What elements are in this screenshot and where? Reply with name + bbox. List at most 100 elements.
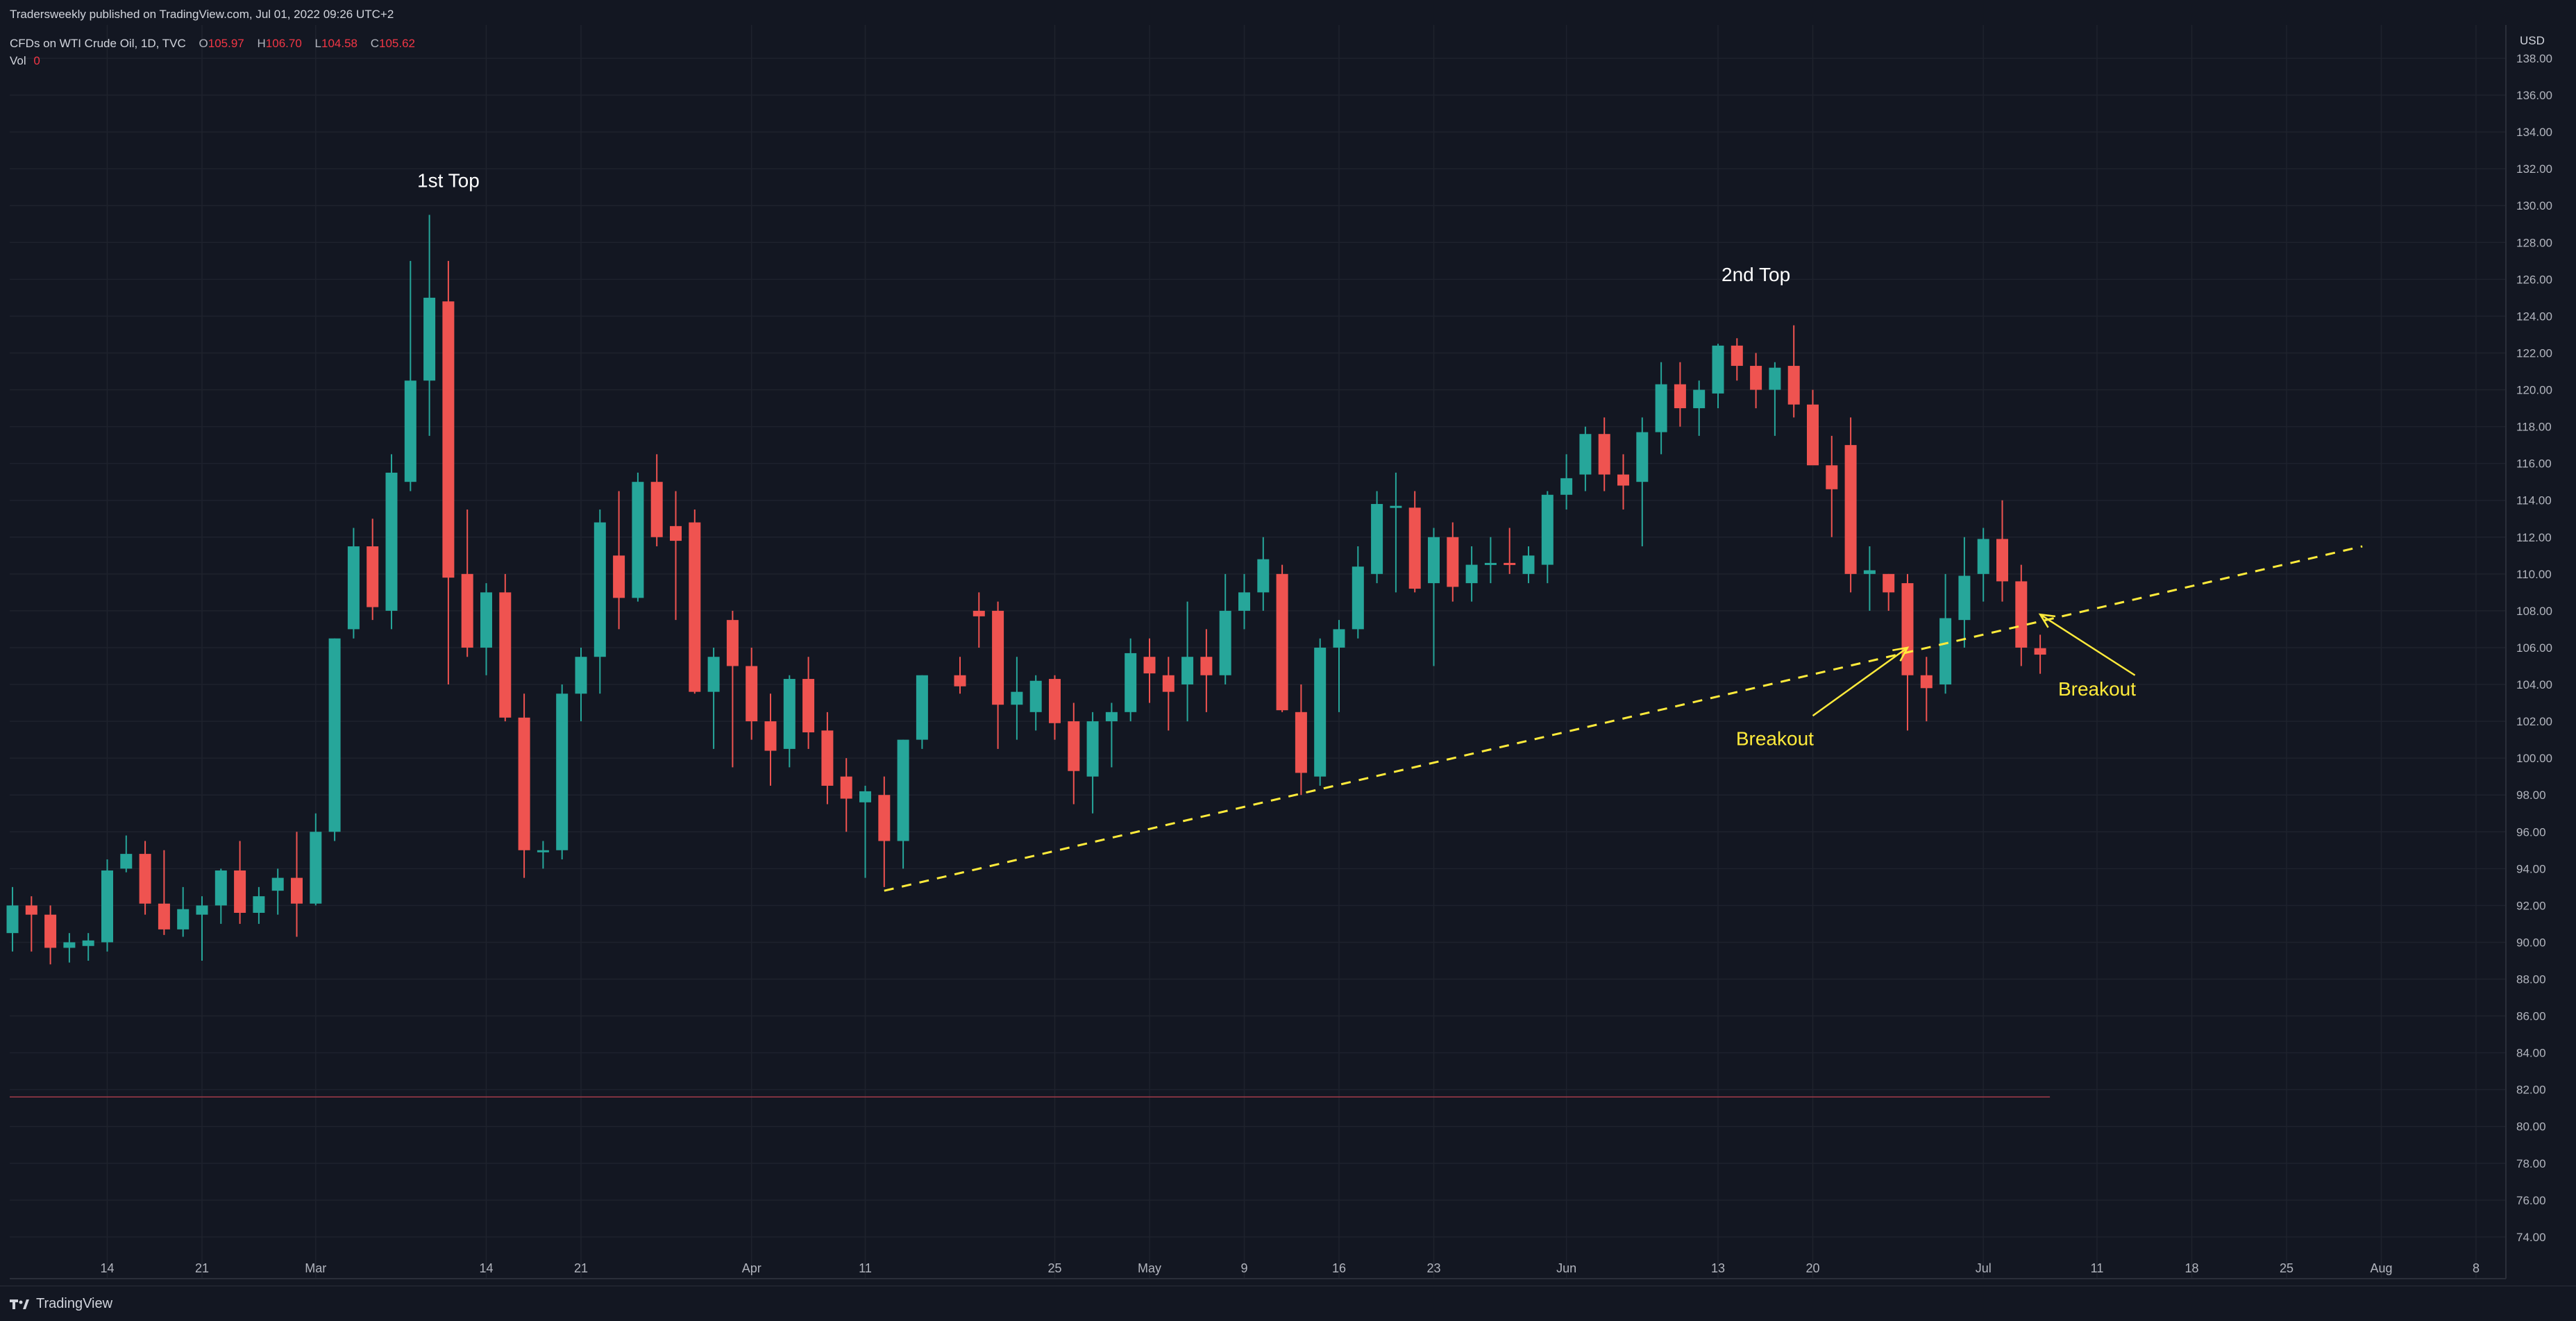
candle-down[interactable] bbox=[1807, 389, 1819, 466]
candle-up[interactable] bbox=[82, 933, 94, 961]
candle-down[interactable] bbox=[1504, 528, 1516, 574]
candle-up[interactable] bbox=[632, 472, 644, 602]
breakout-label[interactable]: Breakout bbox=[1736, 728, 1814, 750]
candle-up[interactable] bbox=[1560, 454, 1573, 510]
candle-up[interactable] bbox=[707, 647, 720, 749]
candle-down[interactable] bbox=[291, 832, 303, 937]
candle-up[interactable] bbox=[1257, 537, 1270, 611]
candle-down[interactable] bbox=[442, 260, 455, 685]
candle-up[interactable] bbox=[1029, 675, 1042, 731]
candle-up[interactable] bbox=[1333, 620, 1345, 712]
candle-up[interactable] bbox=[1939, 573, 1952, 694]
top-label[interactable]: 1st Top bbox=[417, 170, 480, 192]
price-axis[interactable]: 74.00 76.00 78.00 80.00 82.00 84.00 86.00 88.00… bbox=[2516, 52, 2552, 1244]
candle-up[interactable] bbox=[196, 896, 208, 961]
candle-down[interactable] bbox=[1408, 491, 1421, 593]
candle-down[interactable] bbox=[367, 519, 379, 621]
candle-down[interactable] bbox=[1295, 684, 1307, 796]
candle-down[interactable] bbox=[840, 758, 852, 832]
candle-up[interactable] bbox=[1314, 638, 1327, 786]
candle-up[interactable] bbox=[1011, 657, 1023, 740]
candle-down[interactable] bbox=[764, 693, 777, 786]
candle-down[interactable] bbox=[139, 841, 151, 915]
candle-up[interactable] bbox=[177, 886, 190, 937]
breakout-label[interactable]: Breakout bbox=[2058, 678, 2136, 700]
candle-up[interactable] bbox=[120, 835, 133, 873]
candle-down[interactable] bbox=[670, 491, 682, 621]
candle-up[interactable] bbox=[1105, 702, 1118, 768]
candle-down[interactable] bbox=[650, 454, 663, 547]
candle-down[interactable] bbox=[1049, 675, 1061, 740]
candle-up[interactable] bbox=[537, 841, 549, 869]
candle-down[interactable] bbox=[1162, 657, 1175, 731]
candle-down[interactable] bbox=[1750, 353, 1762, 409]
candle-up[interactable] bbox=[1958, 537, 1971, 648]
candle-up[interactable] bbox=[1579, 426, 1592, 491]
candle-down[interactable] bbox=[821, 712, 834, 805]
candle-down[interactable] bbox=[1617, 454, 1629, 510]
candle-down[interactable] bbox=[461, 509, 473, 657]
candle-down[interactable] bbox=[802, 657, 815, 749]
candle-down[interactable] bbox=[1674, 362, 1686, 427]
candle-down[interactable] bbox=[499, 573, 512, 722]
candle-up[interactable] bbox=[916, 675, 928, 749]
candle-up[interactable] bbox=[1428, 528, 1440, 666]
candle-up[interactable] bbox=[328, 638, 341, 841]
candle-down[interactable] bbox=[1731, 338, 1743, 381]
candle-up[interactable] bbox=[1863, 546, 1876, 611]
candle-down[interactable] bbox=[1447, 522, 1459, 602]
candle-up[interactable] bbox=[1636, 417, 1649, 547]
candle-down[interactable] bbox=[1598, 417, 1610, 491]
candle-down[interactable] bbox=[973, 592, 985, 648]
annotation-arrow[interactable] bbox=[1812, 646, 1910, 717]
candle-down[interactable] bbox=[689, 509, 701, 694]
candle-down[interactable] bbox=[1068, 702, 1080, 805]
candlestick-chart[interactable]: 74.00 76.00 78.00 80.00 82.00 84.00 86.00 88.00… bbox=[0, 0, 2576, 1286]
candle-up[interactable] bbox=[1390, 472, 1402, 593]
candle-down[interactable] bbox=[878, 776, 891, 887]
candle-up[interactable] bbox=[6, 886, 19, 952]
candle-up[interactable] bbox=[385, 454, 398, 630]
candle-up[interactable] bbox=[1655, 362, 1667, 455]
candle-up[interactable] bbox=[1238, 573, 1250, 630]
candle-up[interactable] bbox=[1484, 537, 1497, 584]
candle-down[interactable] bbox=[746, 647, 758, 740]
candle-up[interactable] bbox=[1977, 528, 1989, 602]
candle-up[interactable] bbox=[1465, 546, 1478, 602]
candle-up[interactable] bbox=[1541, 491, 1554, 584]
candle-up[interactable] bbox=[575, 647, 587, 722]
candle-up[interactable] bbox=[271, 868, 284, 915]
candle-up[interactable] bbox=[63, 933, 76, 963]
candle-up[interactable] bbox=[594, 509, 606, 694]
candle-up[interactable] bbox=[253, 886, 265, 924]
candle-up[interactable] bbox=[1693, 380, 1706, 436]
candle-down[interactable] bbox=[1844, 417, 1857, 593]
candle-down[interactable] bbox=[1920, 657, 1933, 722]
candle-up[interactable] bbox=[310, 813, 322, 906]
candle-down[interactable] bbox=[1787, 325, 1800, 418]
candle-down[interactable] bbox=[518, 693, 530, 878]
candle-up[interactable] bbox=[897, 739, 909, 869]
top-label[interactable]: 2nd Top bbox=[1721, 264, 1790, 285]
candle-down[interactable] bbox=[1143, 638, 1156, 703]
candle-up[interactable] bbox=[347, 528, 360, 639]
candle-up[interactable] bbox=[859, 785, 871, 878]
candle-down[interactable] bbox=[158, 850, 170, 935]
candle-down[interactable] bbox=[2034, 634, 2046, 674]
candle-up[interactable] bbox=[1352, 546, 1364, 639]
candle-down[interactable] bbox=[1200, 629, 1213, 712]
candle-down[interactable] bbox=[1996, 500, 2008, 602]
candle-up[interactable] bbox=[214, 868, 227, 924]
candle-down[interactable] bbox=[2015, 564, 2028, 666]
candle-up[interactable] bbox=[1522, 546, 1535, 584]
candle-up[interactable] bbox=[404, 260, 416, 491]
candle-down[interactable] bbox=[726, 610, 739, 768]
candle-up[interactable] bbox=[556, 684, 569, 860]
candle-up[interactable] bbox=[1371, 491, 1383, 584]
candle-down[interactable] bbox=[1883, 573, 1895, 611]
candle-up[interactable] bbox=[1769, 362, 1781, 436]
candle-down[interactable] bbox=[1826, 435, 1838, 537]
candle-down[interactable] bbox=[25, 896, 37, 952]
candle-up[interactable] bbox=[1086, 712, 1099, 814]
candle-down[interactable] bbox=[992, 601, 1004, 749]
